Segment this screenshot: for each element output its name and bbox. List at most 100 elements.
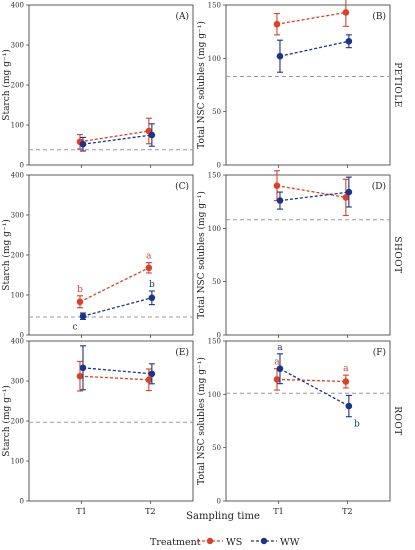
panel-label: (E)	[175, 347, 189, 358]
legend-title: Treatment	[150, 537, 201, 548]
series-line	[276, 185, 346, 199]
y-tick-label: 100	[11, 122, 24, 130]
series-line	[82, 367, 152, 375]
series-line	[276, 11, 346, 25]
data-point	[273, 182, 281, 189]
y-tick-label: 400	[11, 2, 24, 10]
y-tick-label: 300	[11, 42, 24, 50]
significance-letter: a	[277, 343, 283, 353]
significance-letter: a	[343, 364, 349, 374]
series-ww	[276, 34, 353, 73]
series-ww	[79, 345, 156, 391]
panel-f: 0 50 100 150 T1 T2 Total NSC solubles (mg g⁻¹)…	[196, 338, 402, 517]
y-tick-label: 200	[11, 418, 24, 426]
y-tick-label: 0	[20, 498, 24, 506]
series-ws	[273, 170, 350, 217]
y-tick-label: 0	[20, 332, 24, 340]
y-axis-title: Total NSC solubles (mg g⁻¹)	[196, 21, 207, 149]
series-ws	[273, 0, 350, 36]
legend: Treatment WS WW	[150, 537, 300, 548]
data-point	[273, 376, 281, 383]
legend-item-ws: WS	[197, 537, 242, 548]
data-point	[148, 294, 156, 302]
y-axis-title: Total NSC solubles (mg g⁻¹)	[196, 191, 207, 319]
legend-label-ws: WS	[226, 537, 242, 548]
x-tick-label: T1	[273, 507, 283, 516]
panels: 0 100 200 300 400 Starch (mg g⁻¹) (A) 0 50 100 150…	[1, 0, 402, 516]
series-ww: cb	[72, 280, 156, 332]
plot-frame	[225, 4, 391, 166]
series-line	[82, 297, 153, 317]
panel-label: (B)	[372, 11, 386, 22]
panel-label: (D)	[372, 181, 386, 192]
panel-b: 0 50 100 150 Total NSC solubles (mg g⁻¹) (B) P…	[196, 0, 402, 170]
y-tick-label: 400	[11, 338, 24, 346]
y-tick-label: 300	[11, 378, 24, 386]
series-ww: ab	[276, 343, 360, 430]
x-axis-title: Sampling time	[186, 511, 260, 522]
y-tick-label: 50	[212, 278, 221, 286]
x-tick-label: T2	[145, 507, 155, 516]
data-point	[273, 20, 281, 28]
significance-letter: c	[72, 322, 77, 332]
data-point	[79, 364, 87, 372]
y-tick-label: 100	[208, 391, 221, 399]
data-point	[342, 9, 350, 16]
y-axis-title: Starch (mg g⁻¹)	[1, 385, 12, 456]
x-tick-label: T2	[342, 507, 352, 516]
panel-label: (A)	[175, 11, 189, 22]
data-point	[276, 52, 284, 60]
series-ws: aa	[273, 358, 349, 391]
significance-letter: a	[274, 358, 280, 368]
series-ws	[76, 117, 153, 150]
data-point	[79, 312, 87, 320]
data-point	[345, 188, 353, 196]
y-tick-label: 0	[217, 498, 221, 506]
data-point	[345, 37, 353, 45]
significance-letter: b	[354, 420, 360, 430]
data-point	[148, 370, 156, 378]
y-axis-title: Starch (mg g⁻¹)	[1, 49, 12, 120]
y-tick-label: 0	[217, 332, 221, 340]
plot-frame	[225, 340, 391, 502]
legend-item-ww: WW	[251, 537, 300, 548]
series-line	[276, 378, 346, 383]
y-tick-label: 0	[217, 162, 221, 170]
data-point	[342, 194, 350, 201]
data-point	[345, 402, 353, 410]
plot-frame	[28, 4, 194, 166]
y-tick-label: 100	[208, 225, 221, 233]
panel-label: (C)	[175, 181, 189, 192]
y-tick-label: 150	[208, 2, 221, 10]
y-tick-label: 100	[11, 292, 24, 300]
data-point	[145, 264, 153, 272]
legend-label-ww: WW	[280, 537, 300, 548]
y-tick-label: 50	[212, 108, 221, 116]
y-tick-label: 0	[20, 162, 24, 170]
y-tick-label: 150	[208, 172, 221, 180]
plot-frame	[28, 340, 194, 502]
series-line	[279, 40, 349, 57]
data-point	[276, 365, 284, 373]
panel-d: 0 50 100 150 Total NSC solubles (mg g⁻¹) (D) S…	[196, 170, 402, 340]
series-ws: ba	[76, 252, 153, 309]
series-line	[279, 368, 350, 407]
series-line	[79, 130, 149, 143]
y-tick-label: 50	[212, 444, 221, 452]
organ-label: PETIOLE	[392, 62, 402, 108]
panel-label: (F)	[373, 347, 386, 358]
panel-e: 0 100 200 300 400 T1 T2 Starch (mg g⁻¹) (E)	[1, 338, 194, 516]
plot-frame	[225, 174, 391, 336]
y-tick-label: 300	[11, 212, 24, 220]
data-point	[148, 131, 156, 139]
series-ww	[79, 123, 156, 152]
series-line	[79, 375, 149, 381]
y-tick-label: 200	[11, 252, 24, 260]
x-tick-label: T1	[76, 507, 86, 516]
y-tick-label: 150	[208, 338, 221, 346]
series-line	[279, 191, 349, 202]
y-tick-label: 200	[11, 82, 24, 90]
data-point	[76, 298, 84, 306]
plot-frame	[28, 174, 194, 336]
